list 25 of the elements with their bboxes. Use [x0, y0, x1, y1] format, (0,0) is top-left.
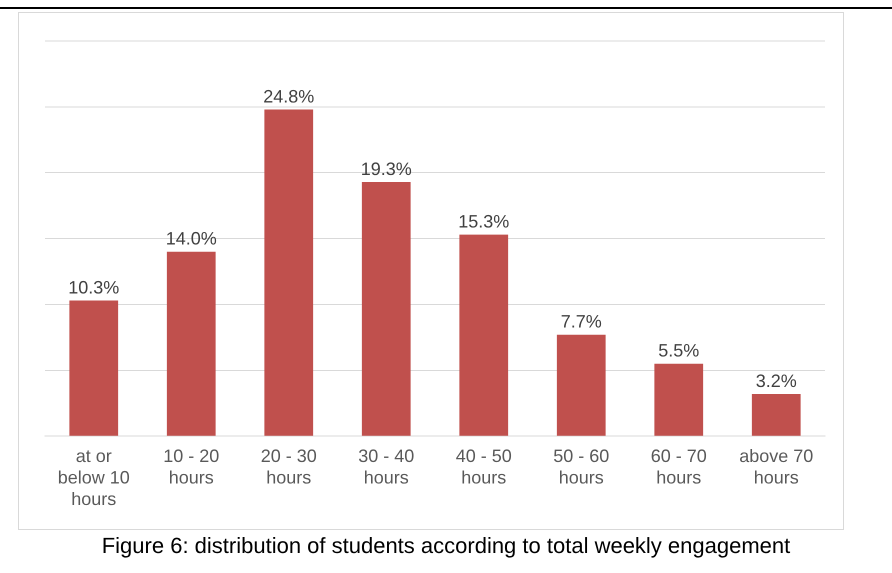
data-label: 10.3%	[68, 277, 120, 298]
bar	[264, 110, 314, 436]
bar	[752, 394, 801, 436]
x-tick-label: 20 - 30 hours	[260, 446, 317, 488]
bar	[459, 234, 508, 436]
x-tick-label: at or below 10 hours	[58, 446, 130, 510]
x-tick-label: 50 - 60 hours	[553, 446, 610, 488]
bar	[654, 364, 704, 436]
data-label: 24.8%	[263, 86, 314, 106]
x-tick-label: above 70 hours	[739, 446, 814, 488]
data-label: 5.5%	[658, 340, 700, 361]
data-label: 15.3%	[458, 212, 510, 232]
data-label: 14.0%	[166, 228, 217, 249]
data-label: 19.3%	[360, 158, 412, 179]
x-tick-label: 30 - 40 hours	[358, 446, 414, 488]
bar	[556, 334, 606, 436]
data-label: 3.2%	[756, 371, 797, 392]
x-tick-label: 60 - 70 hours	[650, 446, 707, 488]
data-label: 7.7%	[560, 312, 602, 332]
x-tick-label: 10 - 20 hours	[163, 446, 220, 488]
bar	[166, 252, 216, 436]
x-tick-label: 40 - 50 hours	[456, 446, 512, 488]
bar	[362, 182, 411, 436]
caption: Figure 6: distribution of students according to total weekly engagement	[100, 533, 792, 559]
bar	[69, 300, 118, 436]
